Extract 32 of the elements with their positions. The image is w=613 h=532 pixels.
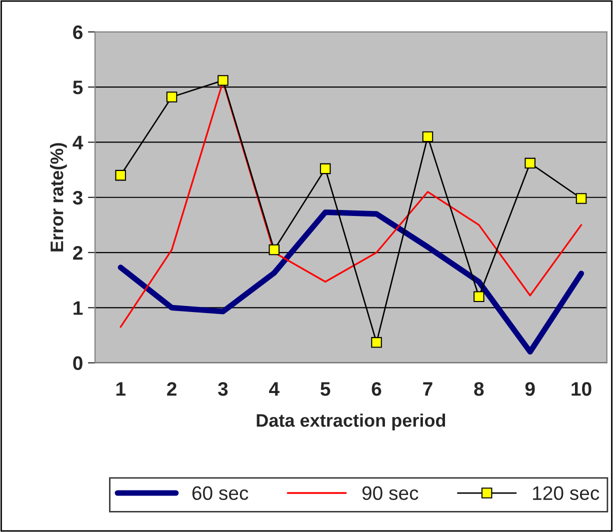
x-tick-label: 4 <box>269 382 280 396</box>
x-tick-label: 3 <box>218 382 228 396</box>
point <box>320 163 331 174</box>
y-tick-label: 5 <box>72 80 83 94</box>
y-tick-label: 4 <box>72 136 84 150</box>
point <box>422 131 434 142</box>
y-tick-label: 1 <box>74 301 83 315</box>
x-tick-label: 10 <box>572 382 592 396</box>
y-tick-label: 2 <box>73 246 82 260</box>
legend-label: 120 sec <box>533 486 600 500</box>
point <box>474 291 484 302</box>
y-tick-label: 0 <box>73 356 82 370</box>
y-tick-label: 6 <box>73 25 83 40</box>
point <box>218 75 228 86</box>
x-tick-label: 1 <box>116 382 126 396</box>
point <box>576 193 587 204</box>
x-tick-label: 5 <box>320 382 330 396</box>
x-tick-label: 9 <box>525 382 535 396</box>
y-tick-label: 3 <box>72 190 83 205</box>
point <box>166 92 178 102</box>
y-axis-title: Error rate(%) <box>50 143 67 252</box>
legend-label: 60 sec <box>192 486 248 500</box>
point <box>115 170 126 181</box>
x-tick-label: 6 <box>372 382 382 396</box>
point <box>371 337 382 348</box>
legend-label: 90 sec <box>362 486 418 500</box>
point <box>524 158 536 169</box>
x-axis-title: Data extraction period <box>256 414 446 430</box>
x-tick-label: 7 <box>423 382 432 396</box>
x-tick-label: 2 <box>167 382 176 396</box>
point <box>268 244 280 256</box>
x-tick-label: 8 <box>474 382 484 396</box>
